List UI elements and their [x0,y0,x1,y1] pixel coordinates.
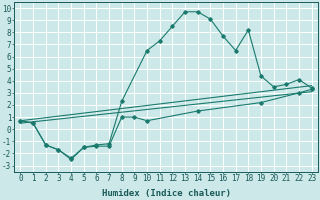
X-axis label: Humidex (Indice chaleur): Humidex (Indice chaleur) [101,189,230,198]
